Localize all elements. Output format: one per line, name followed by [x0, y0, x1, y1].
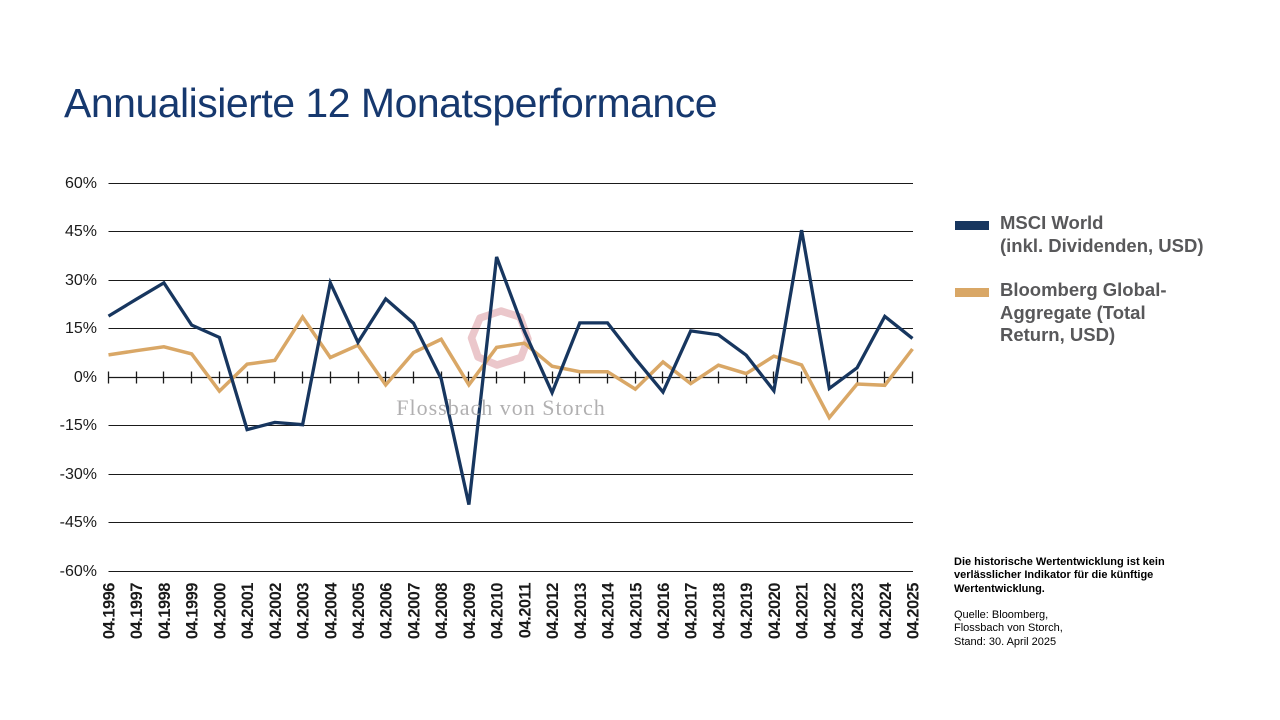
svg-text:04.2007: 04.2007: [406, 583, 424, 639]
svg-text:04.1997: 04.1997: [128, 583, 146, 639]
svg-text:04.2009: 04.2009: [461, 583, 479, 639]
svg-text:04.2014: 04.2014: [600, 582, 618, 639]
svg-text:04.2010: 04.2010: [489, 583, 507, 639]
svg-text:04.2019: 04.2019: [738, 583, 756, 639]
svg-text:04.2008: 04.2008: [433, 583, 451, 639]
svg-text:04.2015: 04.2015: [627, 583, 645, 639]
svg-text:04.2000: 04.2000: [211, 583, 229, 639]
svg-text:04.2020: 04.2020: [766, 583, 784, 639]
svg-text:04.2018: 04.2018: [710, 583, 728, 639]
svg-text:04.2013: 04.2013: [572, 583, 590, 639]
svg-text:04.2001: 04.2001: [239, 583, 257, 639]
svg-text:04.2012: 04.2012: [544, 583, 562, 639]
svg-text:04.1998: 04.1998: [156, 583, 174, 639]
svg-text:04.2025: 04.2025: [905, 583, 923, 639]
svg-text:04.2006: 04.2006: [378, 583, 396, 639]
svg-text:04.2017: 04.2017: [683, 583, 701, 639]
svg-text:04.2005: 04.2005: [350, 583, 368, 639]
svg-text:04.2024: 04.2024: [877, 582, 895, 639]
svg-text:04.2003: 04.2003: [295, 583, 313, 639]
svg-text:04.2021: 04.2021: [794, 583, 812, 639]
svg-text:04.2023: 04.2023: [849, 583, 867, 639]
svg-text:04.2016: 04.2016: [655, 583, 673, 639]
svg-text:04.1996: 04.1996: [101, 583, 119, 639]
svg-text:04.2022: 04.2022: [821, 583, 839, 639]
svg-text:04.2011: 04.2011: [516, 583, 534, 639]
svg-text:04.2002: 04.2002: [267, 583, 285, 639]
svg-text:04.1999: 04.1999: [184, 583, 202, 639]
svg-text:04.2004: 04.2004: [322, 582, 340, 639]
